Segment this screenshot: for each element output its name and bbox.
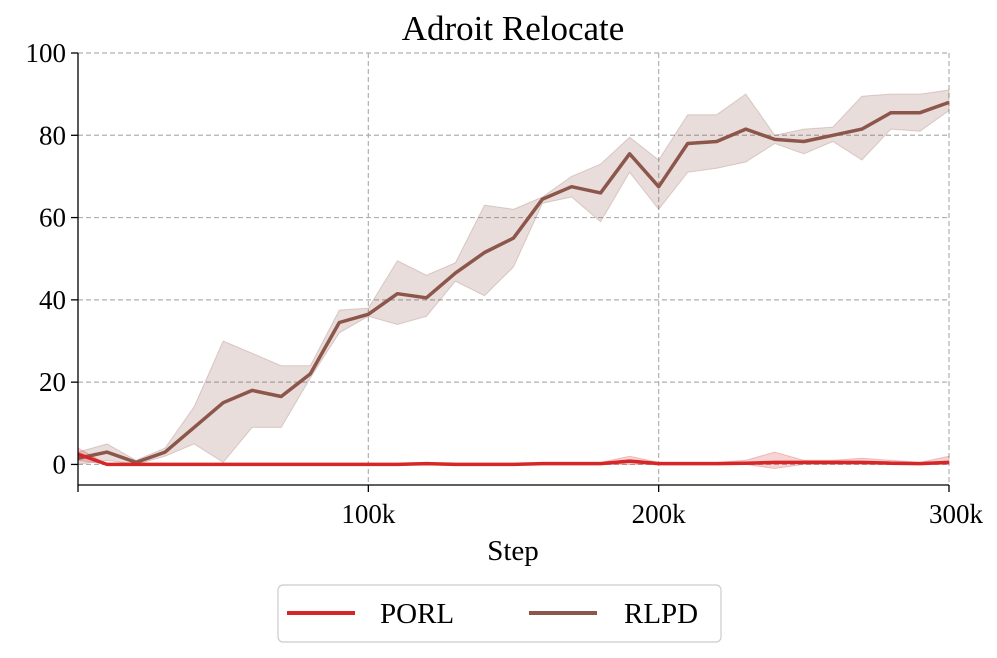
legend-frame [277,584,722,643]
x-tick-label: 200k [632,499,687,529]
band-rlpd [77,89,950,465]
x-axis-title: Step [487,535,539,567]
y-tick-label: 20 [39,367,66,397]
y-tick-label: 100 [26,38,67,68]
y-tick-label: 80 [39,120,66,150]
legend-label-porl: PORL [380,598,454,630]
chart-title: Adroit Relocate [402,9,625,48]
legend: PORL RLPD [277,584,722,643]
x-tick-label: 100k [341,499,396,529]
y-tick-label: 0 [53,449,67,479]
series-line-porl [77,452,950,467]
y-tick-label: 60 [39,203,66,233]
x-tick-label: 300k [929,499,984,529]
y-tick-label: 40 [39,285,66,315]
confidence-bands [77,89,950,470]
axes [77,53,949,486]
grid-lines [78,52,950,485]
tick-labels: 0 20 40 60 80 100 100k 200k 300k [26,38,984,529]
legend-label-rlpd: RLPD [624,598,698,630]
series-lines [77,100,950,467]
series-line-rlpd [77,100,950,465]
